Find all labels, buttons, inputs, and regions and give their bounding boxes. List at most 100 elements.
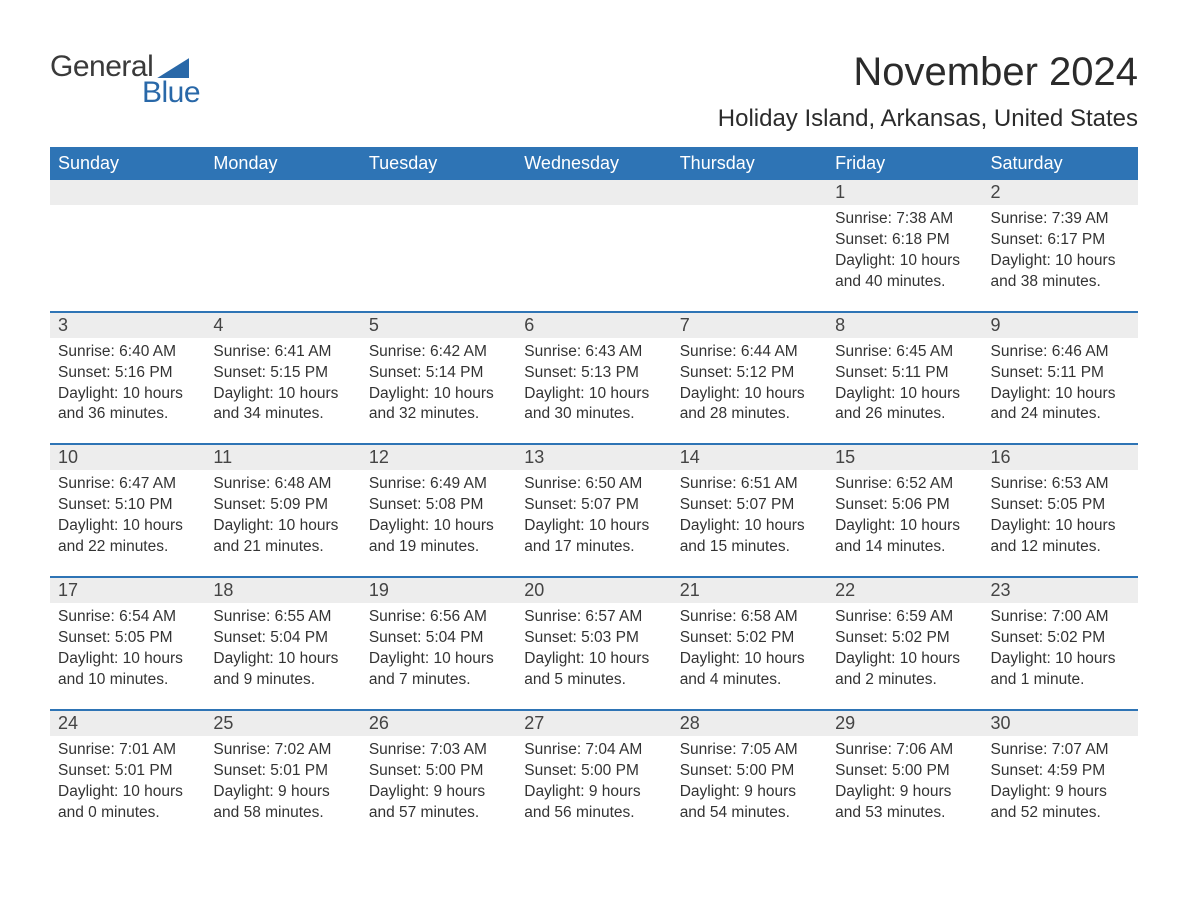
day-number-cell: 10 <box>50 445 205 470</box>
day-number-cell: 25 <box>205 711 360 736</box>
day-number-cell: 11 <box>205 445 360 470</box>
day-detail-cell: Sunrise: 7:01 AMSunset: 5:01 PMDaylight:… <box>50 736 205 842</box>
day-detail-cell: Sunrise: 6:44 AM Sunset: 5:12 PM Daylight:… <box>672 338 827 445</box>
weekday-header-row: SundayMondayTuesdayWednesdayThursdayFrid… <box>50 147 1138 180</box>
sunrise-line: Sunrise: 6:56 AM <box>369 608 487 625</box>
day-number-cell: 8 <box>827 313 982 338</box>
day-number-cell: 2 <box>983 180 1138 205</box>
day-number-cell: 4 <box>205 313 360 338</box>
daylight-line: Daylight: 10 hours and 14 minutes. <box>835 517 960 555</box>
day-number-cell: 14 <box>672 445 827 470</box>
daylight-line: Daylight: 10 hours and 12 minutes. <box>991 517 1116 555</box>
sunset-line: Sunset: 5:07 PM <box>524 496 639 513</box>
sunset-line: Sunset: 5:05 PM <box>58 629 173 646</box>
sunrise-line: Sunrise: 6:53 AM <box>991 475 1109 492</box>
daylight-line: Daylight: 9 hours and 56 minutes. <box>524 783 640 821</box>
sunset-line: Sunset: 5:00 PM <box>835 762 950 779</box>
sunrise-line: Sunrise: 6:55 AM <box>213 608 331 625</box>
sunset-line: Sunset: 5:01 PM <box>213 762 328 779</box>
sunrise-line: Sunrise: 6:50 AM <box>524 475 642 492</box>
daylight-line: Daylight: 10 hours and 17 minutes. <box>524 517 649 555</box>
day-number-cell: 29 <box>827 711 982 736</box>
sunset-line: Sunset: 5:10 PM <box>58 496 173 513</box>
day-number-cell: 3 <box>50 313 205 338</box>
sunset-line: Sunset: 5:06 PM <box>835 496 950 513</box>
daylight-line: Daylight: 10 hours and 24 minutes. <box>991 385 1116 423</box>
sunrise-line: Sunrise: 6:40 AM <box>58 343 176 360</box>
sunset-line: Sunset: 5:15 PM <box>213 364 328 381</box>
day-detail-cell: Sunrise: 7:03 AMSunset: 5:00 PMDaylight:… <box>361 736 516 842</box>
day-detail-cell: Sunrise: 6:43 AMSunset: 5:13 PMDaylight:… <box>516 338 671 445</box>
sunrise-line: Sunrise: 6:51 AM <box>680 475 798 492</box>
day-number-row: 3456789 <box>50 313 1138 338</box>
sunrise-line: Sunrise: 7:07 AM <box>991 741 1109 758</box>
sunrise-line: Sunrise: 6:59 AM <box>835 608 953 625</box>
day-number-cell: 28 <box>672 711 827 736</box>
logo: General Blue <box>50 50 200 110</box>
day-number-cell: 1 <box>827 180 982 205</box>
day-detail-cell <box>672 205 827 312</box>
day-detail-row: Sunrise: 7:01 AMSunset: 5:01 PMDaylight:… <box>50 736 1138 842</box>
day-number-cell: 16 <box>983 445 1138 470</box>
day-detail-row: Sunrise: 7:38 AMSunset: 6:18 PMDaylight:… <box>50 205 1138 312</box>
weekday-header: Monday <box>205 147 360 180</box>
day-number-cell <box>672 180 827 205</box>
daylight-line: Daylight: 9 hours and 57 minutes. <box>369 783 485 821</box>
daylight-line: Daylight: 10 hours and 7 minutes. <box>369 650 494 688</box>
daylight-line: Daylight: 9 hours and 58 minutes. <box>213 783 329 821</box>
sunset-line: Sunset: 5:12 PM <box>680 364 795 381</box>
day-number-cell: 17 <box>50 578 205 603</box>
sunset-line: Sunset: 5:03 PM <box>524 629 639 646</box>
day-detail-cell: Sunrise: 6:53 AMSunset: 5:05 PMDaylight:… <box>983 470 1138 577</box>
day-detail-row: Sunrise: 6:47 AMSunset: 5:10 PMDaylight:… <box>50 470 1138 577</box>
sunrise-line: Sunrise: 6:44 AM <box>680 343 798 360</box>
day-number-cell: 15 <box>827 445 982 470</box>
sunrise-line: Sunrise: 7:04 AM <box>524 741 642 758</box>
weekday-header: Friday <box>827 147 982 180</box>
sunrise-line: Sunrise: 6:48 AM <box>213 475 331 492</box>
day-detail-cell: Sunrise: 6:48 AMSunset: 5:09 PMDaylight:… <box>205 470 360 577</box>
day-detail-row: Sunrise: 6:40 AMSunset: 5:16 PMDaylight:… <box>50 338 1138 445</box>
day-detail-cell: Sunrise: 7:02 AMSunset: 5:01 PMDaylight:… <box>205 736 360 842</box>
sunrise-line: Sunrise: 7:38 AM <box>835 210 953 227</box>
sunset-line: Sunset: 5:00 PM <box>369 762 484 779</box>
day-detail-cell: Sunrise: 6:49 AMSunset: 5:08 PMDaylight:… <box>361 470 516 577</box>
daylight-line: Daylight: 10 hours and 2 minutes. <box>835 650 960 688</box>
daylight-line: Daylight: 10 hours and 34 minutes. <box>213 385 338 423</box>
sunset-line: Sunset: 5:00 PM <box>680 762 795 779</box>
day-number-cell: 22 <box>827 578 982 603</box>
day-number-cell: 12 <box>361 445 516 470</box>
sunrise-line: Sunrise: 6:49 AM <box>369 475 487 492</box>
daylight-line: Daylight: 10 hours and 28 minutes. <box>680 385 805 423</box>
day-detail-cell <box>516 205 671 312</box>
location-subtitle: Holiday Island, Arkansas, United States <box>718 105 1138 133</box>
day-detail-cell: Sunrise: 6:47 AMSunset: 5:10 PMDaylight:… <box>50 470 205 577</box>
weekday-header: Tuesday <box>361 147 516 180</box>
day-detail-cell <box>50 205 205 312</box>
day-detail-cell: Sunrise: 7:04 AM Sunset: 5:00 PM Daylight:… <box>516 736 671 842</box>
day-number-row: 10111213141516 <box>50 445 1138 470</box>
sunrise-line: Sunrise: 6:42 AM <box>369 343 487 360</box>
day-detail-cell: Sunrise: 6:52 AM Sunset: 5:06 PM Daylight:… <box>827 470 982 577</box>
daylight-line: Daylight: 10 hours and 9 minutes. <box>213 650 338 688</box>
sunset-line: Sunset: 6:18 PM <box>835 231 950 248</box>
day-number-cell: 6 <box>516 313 671 338</box>
day-detail-cell: Sunrise: 6:46 AMSunset: 5:11 PMDaylight:… <box>983 338 1138 445</box>
day-detail-cell: Sunrise: 6:51 AMSunset: 5:07 PMDaylight:… <box>672 470 827 577</box>
day-number-cell: 9 <box>983 313 1138 338</box>
sunrise-line: Sunrise: 6:52 AM <box>835 475 953 492</box>
sunset-line: Sunset: 5:00 PM <box>524 762 639 779</box>
weekday-header: Thursday <box>672 147 827 180</box>
day-detail-cell: Sunrise: 7:38 AMSunset: 6:18 PMDaylight:… <box>827 205 982 312</box>
sunset-line: Sunset: 5:11 PM <box>835 364 948 381</box>
sunset-line: Sunset: 6:17 PM <box>991 231 1106 248</box>
daylight-line: Daylight: 9 hours and 52 minutes. <box>991 783 1107 821</box>
day-number-row: 24252627282930 <box>50 711 1138 736</box>
sunset-line: Sunset: 5:07 PM <box>680 496 795 513</box>
day-detail-cell: Sunrise: 6:40 AMSunset: 5:16 PMDaylight:… <box>50 338 205 445</box>
sunset-line: Sunset: 5:14 PM <box>369 364 484 381</box>
weekday-header: Sunday <box>50 147 205 180</box>
sunrise-line: Sunrise: 6:58 AM <box>680 608 798 625</box>
day-number-cell: 30 <box>983 711 1138 736</box>
day-number-cell <box>516 180 671 205</box>
